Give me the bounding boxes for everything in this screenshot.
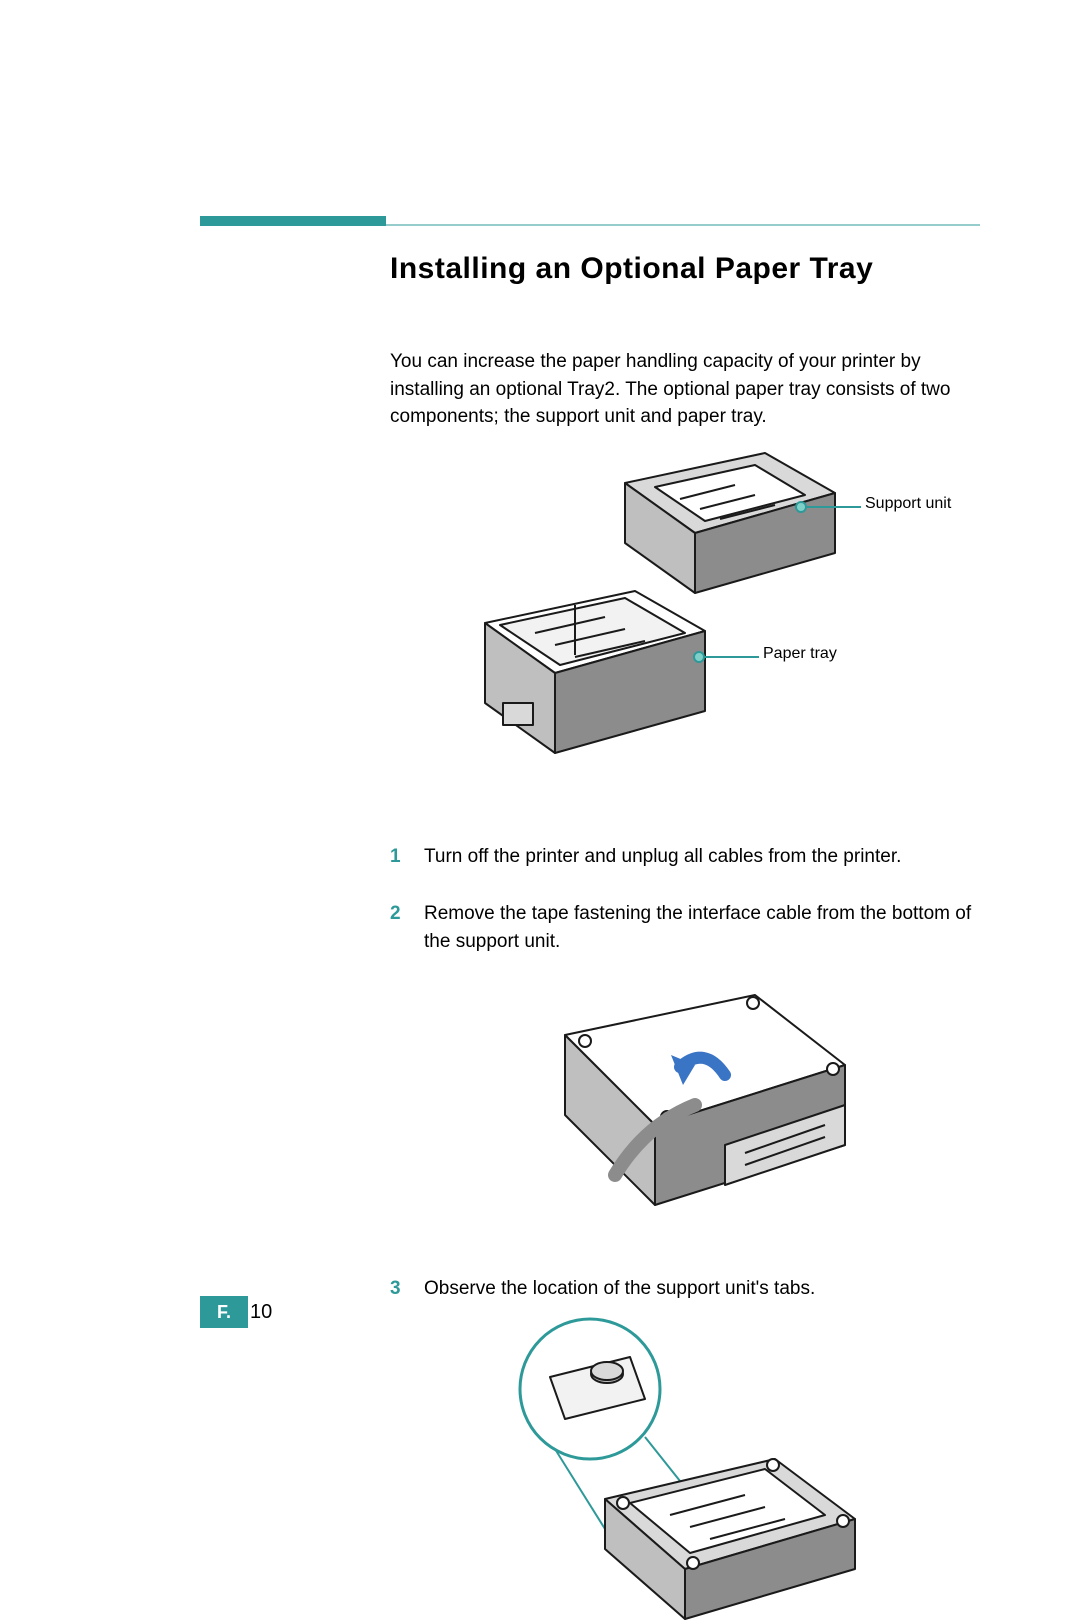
figure-remove-tape: [495, 975, 875, 1245]
callout-line-tray: [705, 656, 759, 658]
header-rule-line: [200, 224, 980, 226]
step-number: 1: [390, 843, 410, 871]
page: Installing an Optional Paper Tray You ca…: [0, 0, 1080, 1528]
callout-dot-support: [795, 501, 807, 513]
callout-dot-tray: [693, 651, 705, 663]
paper-tray-illustration: [425, 583, 725, 803]
intro-paragraph: You can increase the paper handling capa…: [390, 348, 980, 431]
step-text: Observe the location of the support unit…: [424, 1275, 980, 1303]
step-text: Remove the tape fastening the interface …: [424, 900, 980, 955]
step-2: 2 Remove the tape fastening the interfac…: [390, 900, 980, 955]
step-number: 3: [390, 1275, 410, 1303]
remove-tape-illustration: [495, 975, 875, 1245]
step-text: Turn off the printer and unplug all cabl…: [424, 843, 980, 871]
figure-tabs-location: [495, 1319, 875, 1619]
step-1: 1 Turn off the printer and unplug all ca…: [390, 843, 980, 871]
footer-prefix: F.: [217, 1302, 231, 1323]
callout-label-support: Support unit: [865, 495, 951, 513]
tabs-location-illustration: [495, 1319, 875, 1619]
content-column: Installing an Optional Paper Tray You ca…: [390, 252, 980, 1619]
page-title: Installing an Optional Paper Tray: [390, 252, 980, 286]
step-3: 3 Observe the location of the support un…: [390, 1275, 980, 1303]
footer-section-badge: F.: [200, 1296, 248, 1328]
figure-tray-components: Support unit Paper tray: [405, 443, 965, 813]
step-number: 2: [390, 900, 410, 955]
callout-label-tray: Paper tray: [763, 645, 837, 663]
callout-line-support: [807, 506, 861, 508]
footer-page-number: 10: [250, 1301, 272, 1324]
